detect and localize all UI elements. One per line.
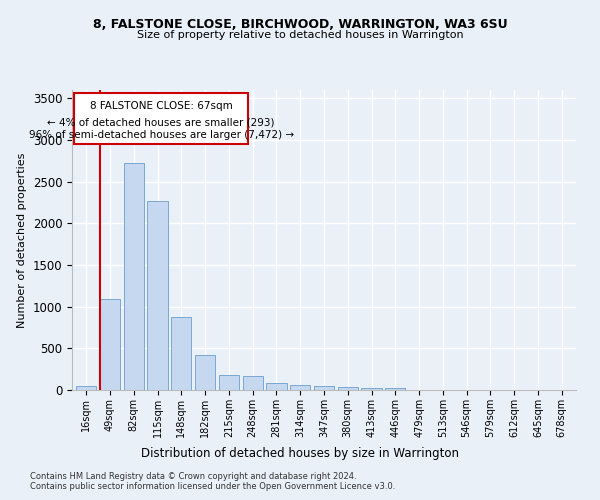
- Text: 8, FALSTONE CLOSE, BIRCHWOOD, WARRINGTON, WA3 6SU: 8, FALSTONE CLOSE, BIRCHWOOD, WARRINGTON…: [92, 18, 508, 30]
- Bar: [385, 388, 406, 390]
- Bar: [314, 386, 334, 390]
- Bar: [124, 164, 144, 390]
- Text: 8 FALSTONE CLOSE: 67sqm: 8 FALSTONE CLOSE: 67sqm: [90, 101, 233, 111]
- Bar: [76, 386, 97, 390]
- Bar: [361, 388, 382, 390]
- Text: Contains public sector information licensed under the Open Government Licence v3: Contains public sector information licen…: [30, 482, 395, 491]
- FancyBboxPatch shape: [74, 94, 248, 144]
- Text: Contains HM Land Registry data © Crown copyright and database right 2024.: Contains HM Land Registry data © Crown c…: [30, 472, 356, 481]
- Bar: [338, 387, 358, 390]
- Bar: [219, 376, 239, 390]
- Bar: [195, 356, 215, 390]
- Bar: [242, 376, 263, 390]
- Bar: [148, 201, 167, 390]
- Y-axis label: Number of detached properties: Number of detached properties: [17, 152, 27, 328]
- Bar: [171, 316, 191, 390]
- Bar: [266, 382, 287, 390]
- Bar: [290, 385, 310, 390]
- Text: Size of property relative to detached houses in Warrington: Size of property relative to detached ho…: [137, 30, 463, 40]
- Bar: [100, 299, 120, 390]
- Text: ← 4% of detached houses are smaller (293): ← 4% of detached houses are smaller (293…: [47, 118, 275, 128]
- Text: 96% of semi-detached houses are larger (7,472) →: 96% of semi-detached houses are larger (…: [29, 130, 294, 140]
- Text: Distribution of detached houses by size in Warrington: Distribution of detached houses by size …: [141, 448, 459, 460]
